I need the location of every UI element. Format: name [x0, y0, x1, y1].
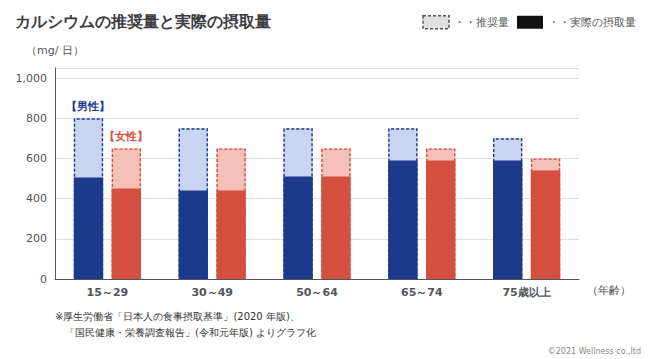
svg-text:・・実際の摂取量: ・・実際の摂取量 — [548, 16, 636, 29]
svg-text:15～29: 15～29 — [87, 286, 129, 299]
svg-text:600: 600 — [26, 152, 47, 165]
svg-text:【女性】: 【女性】 — [104, 130, 148, 143]
svg-text:・・推奨量: ・・推奨量 — [454, 16, 509, 29]
svg-text:（mg/ 日）: （mg/ 日） — [26, 44, 84, 57]
svg-text:65～74: 65～74 — [401, 286, 443, 299]
svg-text:【男性】: 【男性】 — [66, 100, 110, 113]
svg-text:©2021 Wellness co.,ltd: ©2021 Wellness co.,ltd — [548, 347, 641, 356]
svg-text:0: 0 — [40, 273, 47, 286]
svg-text:50～64: 50～64 — [296, 286, 338, 299]
svg-text:1,000: 1,000 — [16, 72, 48, 85]
svg-text:200: 200 — [26, 232, 47, 245]
svg-text:75歳以上: 75歳以上 — [502, 286, 550, 299]
svg-text:30～49: 30～49 — [191, 286, 233, 299]
svg-text:カルシウムの推奨量と実際の摂取量: カルシウムの推奨量と実際の摂取量 — [15, 12, 271, 31]
svg-text:※厚生労働省「日本人の食事摂取基準」(2020 年版)、: ※厚生労働省「日本人の食事摂取基準」(2020 年版)、 — [55, 311, 300, 322]
svg-text:「国民健康・栄養調査報告」(令和元年版) よりグラフ化: 「国民健康・栄養調査報告」(令和元年版) よりグラフ化 — [55, 327, 316, 338]
svg-text:400: 400 — [26, 192, 47, 205]
svg-text:800: 800 — [26, 112, 47, 125]
svg-text:（年齢）: （年齢） — [587, 284, 631, 297]
